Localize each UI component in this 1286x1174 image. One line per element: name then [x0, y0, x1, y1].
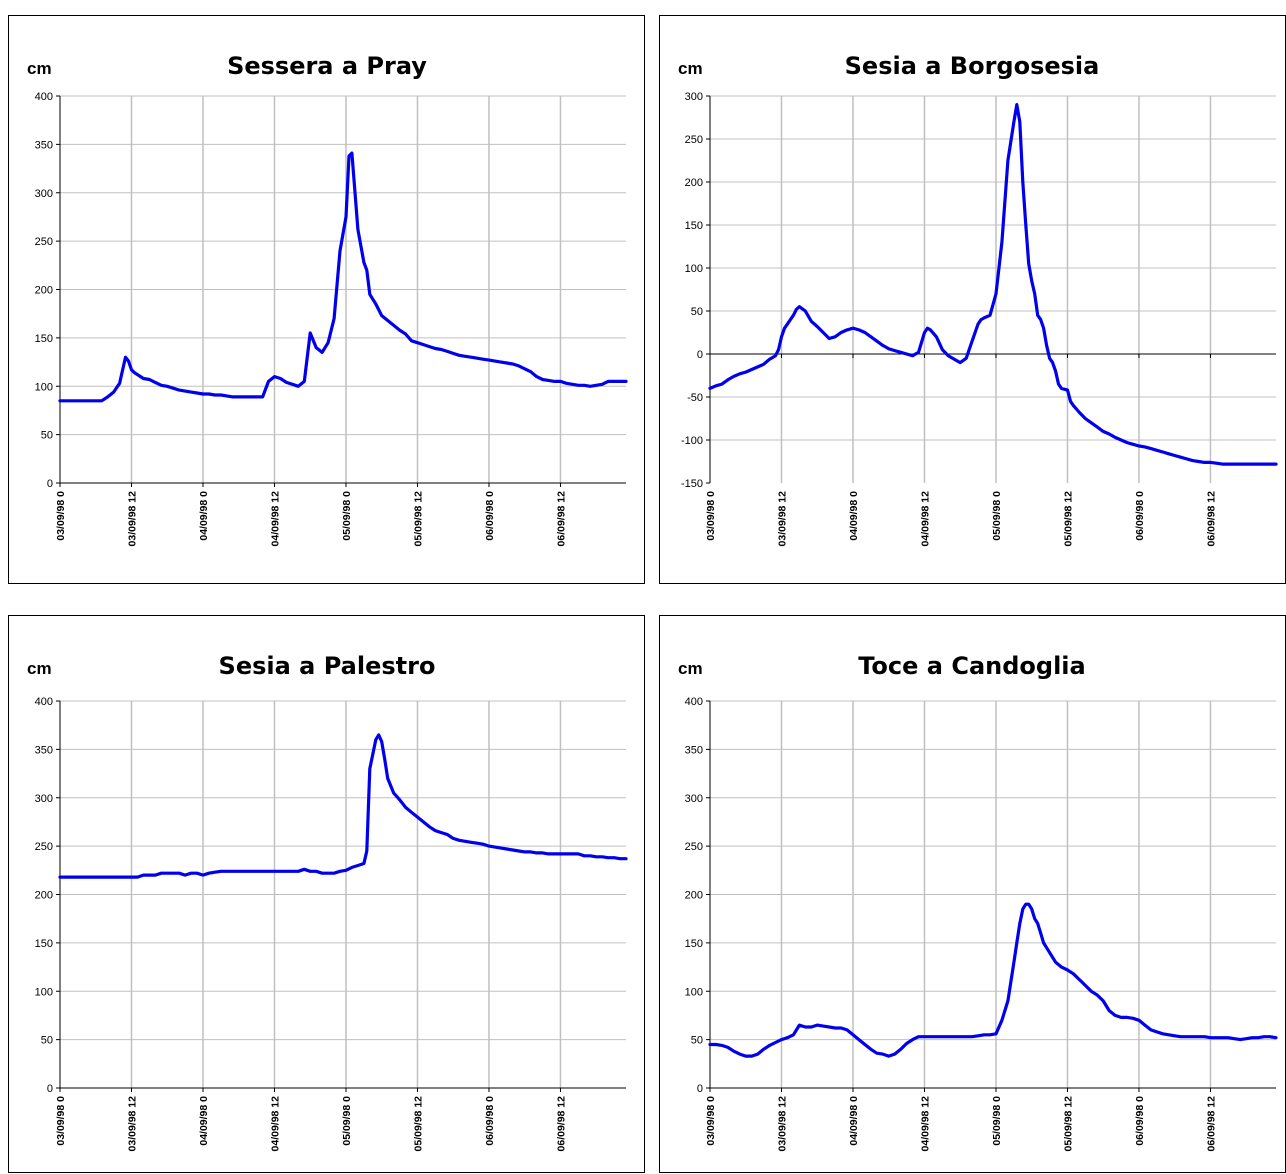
x-tick-label: 05/09/98 12 — [1062, 1096, 1074, 1152]
x-tick-label: 06/09/98 12 — [1205, 491, 1217, 547]
chart-title: Sessera a Pray — [227, 52, 427, 80]
y-tick-label: -150 — [681, 478, 703, 490]
x-tick-label: 06/09/98 12 — [1205, 1096, 1217, 1152]
chart-svg: Sessera a Pray cm 0 50 100 150 200 250 300 350 400… — [27, 52, 628, 547]
x-tick-label: 03/09/98 12 — [126, 491, 138, 547]
y-tick-label: 300 — [35, 793, 53, 805]
x-tick-label: 05/09/98 12 — [1062, 491, 1074, 547]
chart-svg: Toce a Candoglia cm 0 50 100 150 200 250 300 350 4… — [678, 652, 1278, 1152]
y-tick-label: 150 — [685, 938, 703, 950]
x-tick-label: 04/09/98 12 — [919, 491, 931, 547]
x-tick-label: 04/09/98 0 — [848, 491, 860, 541]
y-tick-label: 250 — [685, 134, 703, 146]
y-tick-label: 250 — [685, 841, 703, 853]
x-tick-label: 04/09/98 0 — [848, 1096, 860, 1146]
y-axis-unit-label: cm — [678, 59, 703, 78]
series-line — [58, 151, 628, 403]
y-tick-label: 50 — [691, 306, 703, 318]
x-tick-label: 04/09/98 0 — [198, 491, 210, 541]
chart-svg: Sesia a Borgosesia cm -150 -100 -50 0 50 100 150… — [678, 52, 1278, 547]
x-tick-label: 05/09/98 0 — [991, 1096, 1003, 1146]
chart-panel-toce-a-candoglia: Toce a Candoglia cm 0 50 100 150 200 250 300 350 4… — [659, 615, 1286, 1173]
y-tick-label: 350 — [35, 744, 53, 756]
x-tick-label: 05/09/98 0 — [991, 491, 1003, 541]
x-tick-label: 05/09/98 0 — [341, 491, 353, 541]
y-axis-unit-label: cm — [27, 659, 52, 678]
chart-title: Toce a Candoglia — [858, 652, 1085, 680]
y-tick-label: 100 — [35, 381, 53, 393]
y-tick-label: 100 — [685, 263, 703, 275]
y-tick-label: 200 — [685, 177, 703, 189]
y-tick-label: -100 — [681, 435, 703, 447]
x-tick-label: 03/09/98 0 — [705, 1096, 717, 1146]
series-line — [58, 733, 628, 879]
y-tick-label: 300 — [35, 188, 53, 200]
x-tick-label: 06/09/98 0 — [484, 491, 496, 541]
y-tick-label: 50 — [41, 1035, 53, 1047]
y-tick-label: 200 — [685, 890, 703, 902]
y-tick-label: 400 — [35, 91, 53, 103]
x-tick-label: 06/09/98 0 — [1134, 491, 1146, 541]
chart-title: Sesia a Palestro — [219, 652, 436, 680]
series-line — [708, 902, 1278, 1058]
y-tick-label: 200 — [35, 890, 53, 902]
x-tick-label: 03/09/98 0 — [55, 491, 67, 541]
y-tick-label: -50 — [687, 392, 703, 404]
y-tick-label: 50 — [41, 430, 53, 442]
y-axis-unit-label: cm — [678, 659, 703, 678]
x-tick-label: 06/09/98 12 — [555, 1096, 567, 1152]
x-tick-label: 06/09/98 0 — [484, 1096, 496, 1146]
y-tick-label: 300 — [685, 91, 703, 103]
y-tick-label: 350 — [685, 744, 703, 756]
x-tick-label: 05/09/98 12 — [412, 1096, 424, 1152]
y-tick-label: 150 — [35, 938, 53, 950]
y-tick-label: 400 — [35, 696, 53, 708]
y-tick-label: 0 — [47, 1083, 53, 1095]
x-tick-label: 05/09/98 12 — [412, 491, 424, 547]
y-tick-label: 100 — [685, 986, 703, 998]
series-line — [708, 102, 1278, 466]
y-tick-label: 50 — [691, 1035, 703, 1047]
chart-panel-sesia-a-borgosesia: Sesia a Borgosesia cm -150 -100 -50 0 50 100 150… — [659, 15, 1286, 584]
y-tick-label: 250 — [35, 236, 53, 248]
x-tick-label: 04/09/98 0 — [198, 1096, 210, 1146]
x-tick-label: 06/09/98 0 — [1134, 1096, 1146, 1146]
chart-panel-sesia-a-palestro: Sesia a Palestro cm 0 50 100 150 200 250 300 350 4… — [8, 615, 645, 1173]
y-tick-label: 200 — [35, 285, 53, 297]
x-tick-label: 03/09/98 12 — [126, 1096, 138, 1152]
x-tick-label: 04/09/98 12 — [269, 491, 281, 547]
y-tick-label: 150 — [35, 333, 53, 345]
y-tick-label: 400 — [685, 696, 703, 708]
y-tick-label: 0 — [47, 478, 53, 490]
y-tick-label: 150 — [685, 220, 703, 232]
chart-title: Sesia a Borgosesia — [845, 52, 1100, 80]
chart-svg: Sesia a Palestro cm 0 50 100 150 200 250 300 350 4… — [27, 652, 628, 1152]
x-tick-label: 03/09/98 12 — [776, 1096, 788, 1152]
y-tick-label: 0 — [697, 349, 703, 361]
y-tick-label: 100 — [35, 986, 53, 998]
x-tick-label: 06/09/98 12 — [555, 491, 567, 547]
x-tick-label: 03/09/98 12 — [776, 491, 788, 547]
x-tick-label: 03/09/98 0 — [705, 491, 717, 541]
chart-panel-sessera-a-pray: Sessera a Pray cm 0 50 100 150 200 250 300 350 400… — [8, 15, 645, 584]
x-tick-label: 03/09/98 0 — [55, 1096, 67, 1146]
x-tick-label: 04/09/98 12 — [919, 1096, 931, 1152]
y-tick-label: 250 — [35, 841, 53, 853]
y-tick-label: 350 — [35, 139, 53, 151]
y-axis-unit-label: cm — [27, 59, 52, 78]
x-tick-label: 04/09/98 12 — [269, 1096, 281, 1152]
y-tick-label: 0 — [697, 1083, 703, 1095]
x-tick-label: 05/09/98 0 — [341, 1096, 353, 1146]
y-tick-label: 300 — [685, 793, 703, 805]
